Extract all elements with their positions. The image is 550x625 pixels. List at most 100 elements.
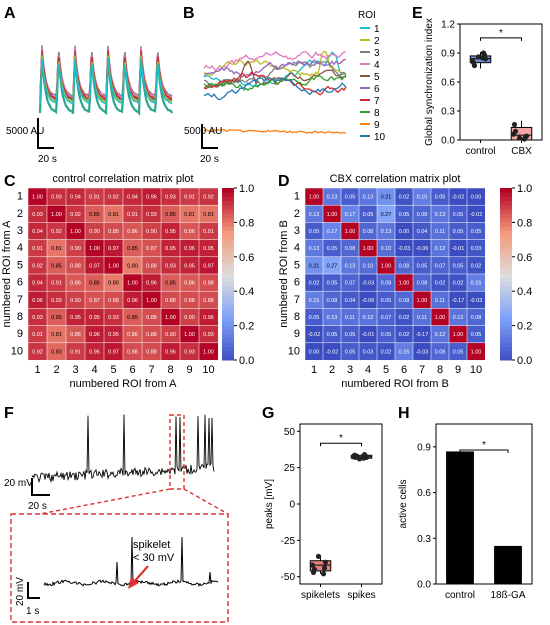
cell-value: 0.12	[435, 332, 446, 338]
cell-value: 0.13	[435, 212, 446, 218]
colorbar-segment	[222, 222, 234, 228]
cell-value: 0.95	[89, 349, 100, 355]
cell-value: 0.80	[127, 263, 138, 269]
colorbar-segment	[500, 209, 512, 215]
data-point	[471, 62, 478, 69]
colorbar-segment	[222, 243, 234, 249]
cell-value: 0.02	[399, 195, 410, 201]
cell-value: 0.08	[399, 263, 410, 269]
cell-value: 0.10	[381, 246, 392, 252]
trace-b-line	[203, 60, 347, 89]
y-tick-label: 0	[289, 500, 295, 511]
colorbar-segment	[222, 269, 234, 275]
cell-value: 0.81	[184, 212, 195, 218]
cell-value: 0.92	[203, 195, 214, 201]
x-axis-label: numbered ROI from B	[341, 378, 449, 390]
scale-y-a: 5000 AU	[6, 126, 44, 137]
x-tick-label: 2	[329, 364, 335, 376]
data-point	[353, 453, 360, 459]
cell-value: 0.95	[165, 246, 176, 252]
cell-value: 0.92	[51, 229, 62, 235]
cell-value: 0.81	[203, 212, 214, 218]
cell-value: 0.02	[471, 263, 482, 269]
cell-value: 0.11	[435, 229, 445, 235]
cell-value: 0.83	[51, 349, 62, 355]
cell-value: 0.00	[309, 349, 320, 355]
cell-value: 0.02	[399, 315, 410, 321]
colorbar-segment	[222, 196, 234, 202]
cell-value: 0.05	[435, 195, 446, 201]
calcium-traces-b	[203, 50, 347, 134]
cell-value: 0.91	[32, 332, 43, 338]
y-tick-label: 3	[17, 225, 23, 237]
cell-value: 0.05	[417, 263, 428, 269]
cell-value: 0.08	[417, 212, 428, 218]
cell-value: 0.88	[165, 298, 176, 304]
cell-value: 1.00	[345, 229, 356, 235]
cell-value: 0.13	[327, 315, 338, 321]
y-tick-label: 2	[17, 208, 23, 220]
colorbar-segment	[500, 188, 512, 193]
cell-value: 0.94	[32, 281, 43, 287]
x-tick-label: control	[465, 146, 495, 157]
cell-value: 0.85	[165, 212, 176, 218]
colorbar-segment	[222, 282, 234, 288]
y-tick-label: 0.6	[441, 78, 455, 89]
cell-value: 0.86	[127, 332, 138, 338]
colorbar-segment	[500, 282, 512, 288]
x-tick-label: 7	[148, 364, 154, 376]
cell-value: 1.00	[417, 298, 428, 304]
cell-value: 0.05	[309, 229, 320, 235]
colorbar-segment	[222, 325, 234, 331]
cell-value: 0.85	[51, 263, 62, 269]
cell-value: 0.88	[184, 298, 195, 304]
colorbar-segment	[222, 347, 234, 352]
cell-value: 0.93	[32, 315, 43, 321]
y-tick-label: -50	[281, 572, 296, 583]
y-tick-label: 5	[17, 259, 23, 271]
x-tick-label: 2	[53, 364, 59, 376]
colorbar-segment	[500, 325, 512, 331]
x-tick-label: 8	[437, 364, 443, 376]
colorbar-segment	[500, 286, 512, 292]
cell-value: 0.96	[184, 246, 195, 252]
scalebar-a: 5000 AU 20 s	[6, 118, 57, 165]
cell-value: 0.05	[345, 349, 356, 355]
panel-label-c: C	[4, 173, 16, 190]
cell-value: 0.87	[146, 246, 157, 252]
y-axis-label: numbered ROI from B	[278, 220, 290, 328]
heatmap-c: control correlation matrix plot 1.00 0.93 0…	[1, 173, 254, 390]
legend-label: 10	[374, 132, 386, 143]
panel-label-d: D	[278, 173, 290, 190]
cell-value: -0.03	[416, 349, 429, 355]
colorbar-segment	[500, 274, 512, 279]
data-point	[511, 121, 518, 128]
cell-value: 0.08	[417, 281, 428, 287]
cell-value: 0.85	[89, 281, 100, 287]
cell-value: 1.00	[184, 332, 195, 338]
y-tick-label: 8	[294, 311, 300, 323]
colorbar-segment	[500, 299, 512, 305]
colorbar-segment	[222, 226, 234, 232]
scale-x-b: 20 s	[200, 154, 219, 165]
cell-value: 1.00	[309, 195, 320, 201]
colorbar-segment	[222, 291, 234, 296]
cell-value: 0.00	[471, 195, 482, 201]
trace-b-line	[203, 51, 346, 72]
colorbar-segment	[222, 252, 234, 258]
y-tick-label: 3	[294, 225, 300, 237]
y-tick-label: 7	[294, 294, 300, 306]
y-tick-label: 0.3	[441, 107, 455, 118]
significance-star: *	[339, 433, 343, 444]
calcium-traces-a	[38, 45, 174, 117]
colorbar-segment	[222, 351, 234, 357]
colorbar-segment	[500, 295, 512, 301]
panel-label-f: F	[4, 405, 14, 422]
cell-value: 0.91	[70, 349, 81, 355]
cell-value: 0.95	[184, 263, 195, 269]
x-tick-label: CBX	[511, 146, 532, 157]
arrow-head	[128, 577, 139, 589]
cell-value: 0.21	[309, 263, 320, 269]
trace-b-line	[203, 71, 347, 96]
colorbar-segment	[500, 235, 512, 241]
